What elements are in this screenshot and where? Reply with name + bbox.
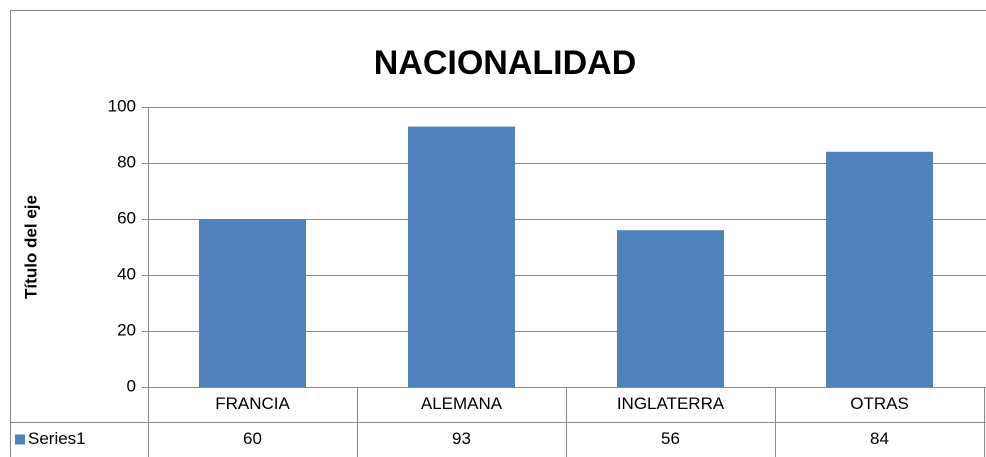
table-value: 93 <box>452 429 471 448</box>
y-tick-label: 40 <box>117 264 136 283</box>
x-tick-label: OTRAS <box>850 394 909 413</box>
y-tick-label: 60 <box>117 208 136 227</box>
legend-label: Series1 <box>28 429 86 448</box>
bar <box>407 126 516 387</box>
table-value: 60 <box>243 429 262 448</box>
y-tick-label: 20 <box>117 320 136 339</box>
table-value: 84 <box>870 429 889 448</box>
table-value: 56 <box>661 429 680 448</box>
y-tick-label: 0 <box>127 376 136 395</box>
y-axis-title: Título del eje <box>21 195 40 299</box>
x-tick-label: FRANCIA <box>215 394 290 413</box>
y-tick-label: 100 <box>108 96 136 115</box>
chart-title: NACIONALIDAD <box>374 44 637 82</box>
x-tick-label: ALEMANA <box>421 394 503 413</box>
bar <box>198 219 307 387</box>
bar <box>616 230 725 387</box>
legend-swatch <box>15 434 25 445</box>
x-tick-label: INGLATERRA <box>617 394 725 413</box>
y-tick-label: 80 <box>117 152 136 171</box>
bar <box>825 151 934 387</box>
